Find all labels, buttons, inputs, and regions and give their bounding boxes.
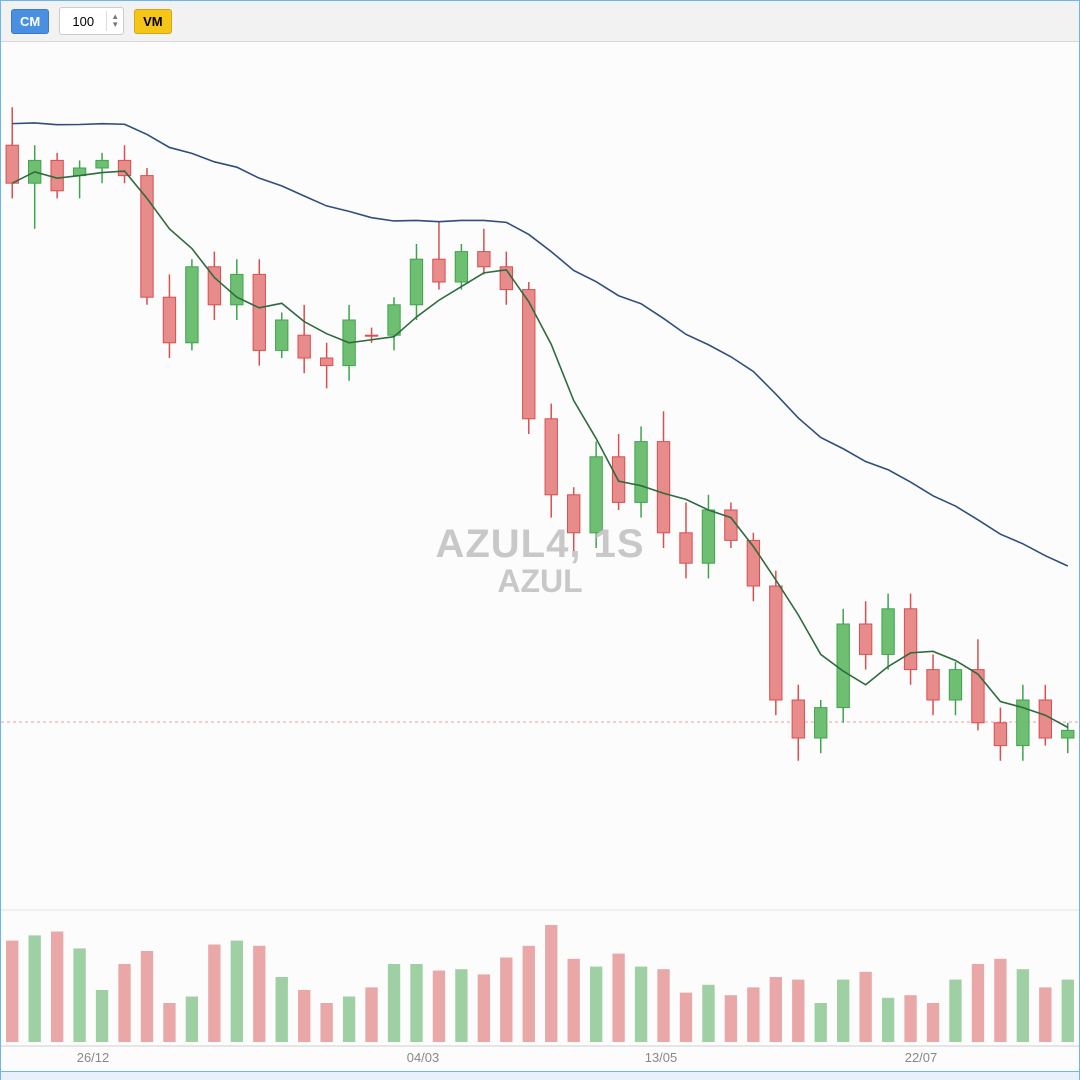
quantity-input[interactable] [60, 13, 106, 30]
vm-button[interactable]: VM [134, 9, 172, 34]
cm-button[interactable]: CM [11, 9, 49, 34]
bottom-scrollbar[interactable] [1, 1071, 1079, 1080]
svg-text:26/12: 26/12 [77, 1050, 110, 1065]
svg-text:13/05: 13/05 [645, 1050, 678, 1065]
stepper-arrows[interactable]: ▲ ▼ [106, 11, 123, 31]
svg-text:04/03: 04/03 [407, 1050, 440, 1065]
app-frame: CM ▲ ▼ VM 26/1204/0313/0522/07 AZUL4, 1S… [0, 0, 1080, 1080]
chart-area[interactable]: 26/1204/0313/0522/07 AZUL4, 1S AZUL [1, 42, 1079, 1080]
chevron-down-icon[interactable]: ▼ [111, 21, 119, 29]
quantity-stepper[interactable]: ▲ ▼ [59, 7, 124, 35]
candlestick-chart: 26/12 04/03 13/05 22/07 [1, 42, 1079, 1072]
toolbar: CM ▲ ▼ VM [1, 1, 1079, 42]
svg-text:22/07: 22/07 [905, 1050, 938, 1065]
